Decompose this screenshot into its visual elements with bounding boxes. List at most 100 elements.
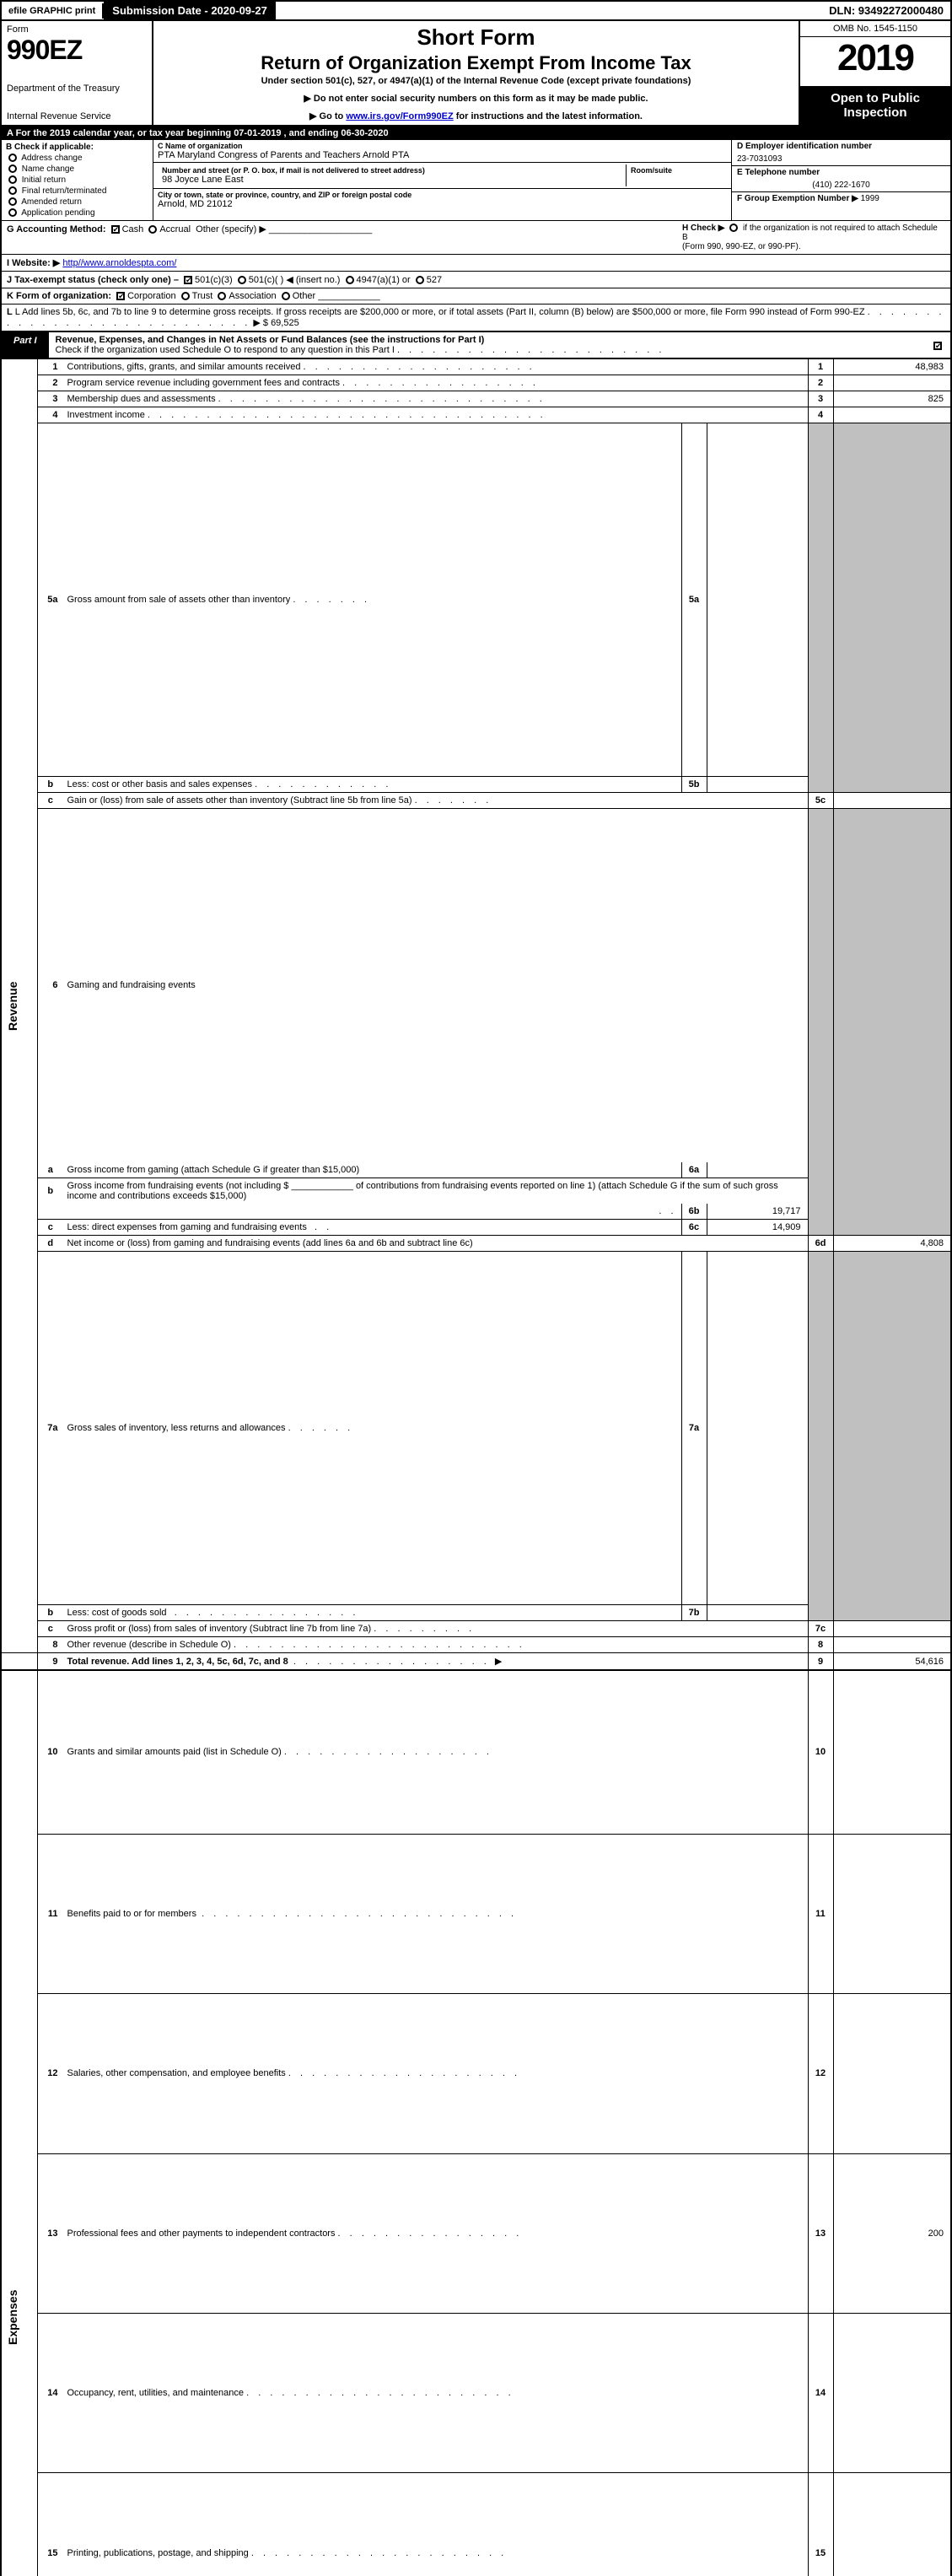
row-5a: 5aGross amount from sale of assets other…: [1, 423, 951, 777]
city-row: City or town, state or province, country…: [153, 189, 731, 211]
part-i-checkbox[interactable]: [925, 332, 950, 358]
row-4: 4Investment income . . . . . . . . . . .…: [1, 407, 951, 423]
part-i-text: Revenue, Expenses, and Changes in Net As…: [49, 332, 925, 358]
row-i-website: I Website: ▶ http//www.arnoldespta.com/: [0, 255, 952, 272]
amt-6c: 14,909: [707, 1219, 808, 1235]
note-ssn: ▶ Do not enter social security numbers o…: [159, 93, 793, 104]
org-name-row: C Name of organization PTA Maryland Cong…: [153, 140, 731, 163]
chk-527[interactable]: [416, 276, 424, 284]
amt-1: 48,983: [833, 359, 951, 375]
chk-other-org[interactable]: [282, 292, 290, 300]
section-b-c-d: B Check if applicable: Address change Na…: [0, 140, 952, 221]
dept-irs: Internal Revenue Service: [7, 111, 147, 121]
chk-501c[interactable]: [238, 276, 246, 284]
row-j-tax-exempt: J Tax-exempt status (check only one) – 5…: [0, 272, 952, 288]
row-2: 2Program service revenue including gover…: [1, 375, 951, 391]
amt-13: 200: [833, 2153, 951, 2313]
col-d: D Employer identification number 23-7031…: [731, 140, 950, 220]
website-link[interactable]: http//www.arnoldespta.com/: [62, 258, 176, 268]
form-title: Return of Organization Exempt From Incom…: [159, 52, 793, 74]
chk-4947[interactable]: [346, 276, 354, 284]
gross-receipts-value: $ 69,525: [263, 318, 299, 328]
row-3: 3Membership dues and assessments . . . .…: [1, 391, 951, 407]
amt-6d: 4,808: [833, 1235, 951, 1251]
amt-6b: 19,717: [707, 1204, 808, 1220]
row-8: 8Other revenue (describe in Schedule O) …: [1, 1637, 951, 1653]
col-b: B Check if applicable: Address change Na…: [2, 140, 153, 220]
row-7a: 7aGross sales of inventory, less returns…: [1, 1251, 951, 1604]
chk-amended-return[interactable]: Amended return: [6, 197, 148, 207]
chk-final-return[interactable]: Final return/terminated: [6, 186, 148, 196]
street-label: Number and street (or P. O. box, if mail…: [162, 166, 621, 175]
chk-association[interactable]: [218, 292, 226, 300]
city-value: Arnold, MD 21012: [158, 199, 727, 209]
tel-value: (410) 222-1670: [732, 179, 950, 191]
chk-501c3[interactable]: [184, 276, 192, 284]
note2-post: for instructions and the latest informat…: [454, 111, 643, 121]
submission-date: Submission Date - 2020-09-27: [104, 2, 276, 19]
tax-year-strip: A For the 2019 calendar year, or tax yea…: [0, 127, 952, 140]
chk-name-change[interactable]: Name change: [6, 164, 148, 174]
row-7c: cGross profit or (loss) from sales of in…: [1, 1621, 951, 1637]
org-name-value: PTA Maryland Congress of Parents and Tea…: [158, 150, 727, 160]
chk-initial-return[interactable]: Initial return: [6, 175, 148, 185]
row-1: Revenue 1 Contributions, gifts, grants, …: [1, 359, 951, 375]
chk-accrual[interactable]: [148, 225, 157, 234]
tax-year: 2019: [800, 37, 950, 79]
dln: DLN: 93492272000480: [822, 2, 950, 19]
row-5c: cGain or (loss) from sale of assets othe…: [1, 793, 951, 809]
row-13: 13Professional fees and other payments t…: [1, 2153, 951, 2313]
header-left: Form 990EZ Department of the Treasury In…: [2, 21, 153, 125]
omb-number: OMB No. 1545-1150: [800, 21, 950, 37]
row-k-org-form: K Form of organization: Corporation Trus…: [0, 288, 952, 304]
amt-9: 54,616: [833, 1653, 951, 1671]
form-subtitle: Under section 501(c), 527, or 4947(a)(1)…: [159, 76, 793, 86]
org-name-label: C Name of organization: [158, 142, 727, 150]
form-word: Form: [7, 24, 147, 35]
form-header: Form 990EZ Department of the Treasury In…: [0, 21, 952, 127]
efile-label: efile GRAPHIC print: [8, 6, 95, 16]
header-center: Short Form Return of Organization Exempt…: [153, 21, 799, 125]
chk-cash[interactable]: [111, 225, 120, 234]
h-schedule-b: H Check ▶ if the organization is not req…: [675, 224, 945, 251]
note-link: ▶ Go to www.irs.gov/Form990EZ for instru…: [159, 110, 793, 121]
chk-address-change[interactable]: Address change: [6, 154, 148, 163]
row-15: 15Printing, publications, postage, and s…: [1, 2473, 951, 2576]
side-expenses: Expenses: [1, 1670, 38, 2576]
col-c: C Name of organization PTA Maryland Cong…: [153, 140, 731, 220]
row-6d: dNet income or (loss) from gaming and fu…: [1, 1235, 951, 1251]
chk-h[interactable]: [729, 224, 738, 232]
side-revenue: Revenue: [1, 359, 38, 1653]
row-11: 11Benefits paid to or for members . . . …: [1, 1834, 951, 1993]
row-6: 6Gaming and fundraising events: [1, 809, 951, 1162]
chk-trust[interactable]: [181, 292, 190, 300]
efile-print-button[interactable]: efile GRAPHIC print: [2, 3, 104, 19]
chk-application-pending[interactable]: Application pending: [6, 208, 148, 218]
note2-pre: ▶ Go to: [309, 111, 346, 121]
street-row: Number and street (or P. O. box, if mail…: [153, 163, 731, 189]
chk-corporation[interactable]: [116, 292, 125, 300]
b-heading: B Check if applicable:: [6, 143, 148, 152]
ein-label: D Employer identification number: [732, 140, 950, 153]
part-i-header: Part I Revenue, Expenses, and Changes in…: [0, 331, 952, 359]
row-9: 9Total revenue. Add lines 1, 2, 3, 4, 5c…: [1, 1653, 951, 1671]
tel-label: E Telephone number: [732, 165, 950, 179]
group-exemption: F Group Exemption Number ▶ 1999: [732, 191, 950, 205]
lines-table: Revenue 1 Contributions, gifts, grants, …: [0, 359, 952, 2576]
row-12: 12Salaries, other compensation, and empl…: [1, 1994, 951, 2153]
street-value: 98 Joyce Lane East: [162, 175, 621, 185]
open-to-public: Open to Public Inspection: [800, 86, 950, 125]
row-10: Expenses 10Grants and similar amounts pa…: [1, 1670, 951, 1834]
row-l-gross-receipts: L L Add lines 5b, 6c, and 7b to line 9 t…: [0, 304, 952, 331]
amt-3: 825: [833, 391, 951, 407]
dept-treasury: Department of the Treasury: [7, 84, 147, 94]
irs-link[interactable]: www.irs.gov/Form990EZ: [346, 111, 453, 121]
city-label: City or town, state or province, country…: [158, 191, 727, 199]
header-right: OMB No. 1545-1150 2019 Open to Public In…: [799, 21, 950, 125]
ein-value: 23-7031093: [732, 153, 950, 165]
short-form-title: Short Form: [159, 24, 793, 51]
room-suite: Room/suite: [626, 164, 727, 186]
row-14: 14Occupancy, rent, utilities, and mainte…: [1, 2313, 951, 2472]
row-g-h: G Accounting Method: Cash Accrual Other …: [0, 221, 952, 255]
part-i-tag: Part I: [2, 332, 49, 358]
